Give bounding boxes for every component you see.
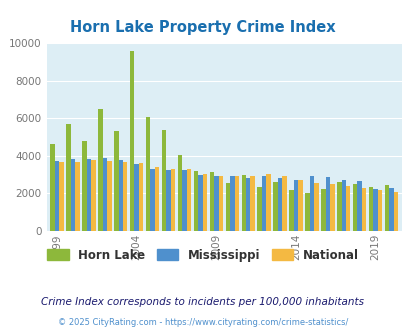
- Bar: [123, 162, 127, 231]
- Text: © 2025 CityRating.com - https://www.cityrating.com/crime-statistics/: © 2025 CityRating.com - https://www.city…: [58, 318, 347, 327]
- Bar: [361, 188, 366, 231]
- Bar: [298, 180, 302, 231]
- Bar: [261, 176, 266, 231]
- Bar: [225, 183, 230, 231]
- Bar: [309, 177, 313, 231]
- Bar: [393, 192, 397, 231]
- Bar: [70, 159, 75, 231]
- Bar: [177, 155, 182, 231]
- Bar: [166, 170, 171, 231]
- Bar: [162, 130, 166, 231]
- Bar: [171, 169, 175, 231]
- Bar: [75, 162, 79, 231]
- Bar: [202, 174, 207, 231]
- Bar: [277, 178, 281, 231]
- Bar: [114, 131, 118, 231]
- Bar: [86, 159, 91, 231]
- Bar: [257, 187, 261, 231]
- Bar: [230, 177, 234, 231]
- Bar: [209, 172, 213, 231]
- Bar: [373, 189, 377, 231]
- Bar: [91, 160, 95, 231]
- Bar: [320, 189, 325, 231]
- Bar: [154, 167, 159, 231]
- Bar: [118, 159, 123, 231]
- Bar: [150, 169, 154, 231]
- Bar: [289, 190, 293, 231]
- Bar: [384, 185, 388, 231]
- Bar: [250, 176, 254, 231]
- Bar: [293, 180, 298, 231]
- Bar: [313, 183, 318, 231]
- Bar: [357, 181, 361, 231]
- Bar: [186, 169, 191, 231]
- Bar: [134, 164, 139, 231]
- Bar: [55, 161, 59, 231]
- Bar: [345, 186, 350, 231]
- Bar: [198, 175, 202, 231]
- Text: Horn Lake Property Crime Index: Horn Lake Property Crime Index: [70, 20, 335, 35]
- Bar: [329, 184, 334, 231]
- Bar: [388, 188, 393, 231]
- Bar: [130, 51, 134, 231]
- Bar: [234, 177, 239, 231]
- Bar: [218, 176, 222, 231]
- Bar: [273, 182, 277, 231]
- Bar: [281, 177, 286, 231]
- Bar: [213, 176, 218, 231]
- Bar: [193, 171, 198, 231]
- Bar: [325, 178, 329, 231]
- Bar: [352, 184, 357, 231]
- Bar: [102, 158, 107, 231]
- Bar: [182, 170, 186, 231]
- Bar: [66, 124, 70, 231]
- Bar: [305, 193, 309, 231]
- Bar: [341, 180, 345, 231]
- Bar: [82, 141, 86, 231]
- Bar: [336, 182, 341, 231]
- Bar: [145, 117, 150, 231]
- Bar: [59, 162, 64, 231]
- Bar: [139, 163, 143, 231]
- Bar: [377, 190, 382, 231]
- Bar: [241, 175, 245, 231]
- Bar: [50, 144, 55, 231]
- Bar: [107, 161, 111, 231]
- Bar: [98, 109, 102, 231]
- Bar: [266, 174, 270, 231]
- Bar: [245, 178, 250, 231]
- Bar: [368, 187, 373, 231]
- Legend: Horn Lake, Mississippi, National: Horn Lake, Mississippi, National: [43, 244, 362, 266]
- Text: Crime Index corresponds to incidents per 100,000 inhabitants: Crime Index corresponds to incidents per…: [41, 297, 364, 307]
